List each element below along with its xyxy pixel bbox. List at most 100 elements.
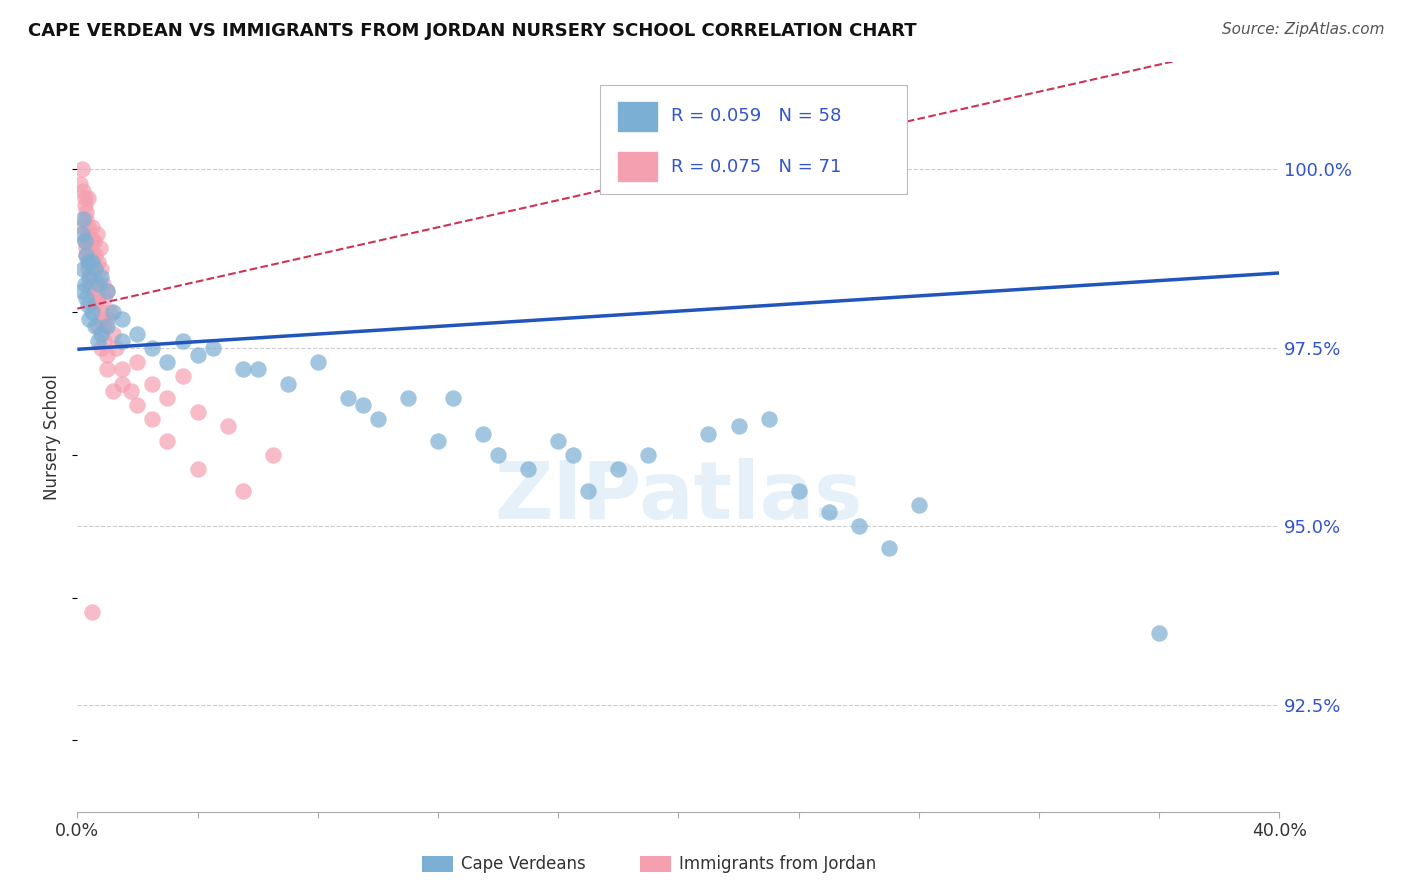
Point <box>86 227 108 241</box>
Point <box>73 277 96 291</box>
Point <box>79 277 101 291</box>
Point <box>232 483 254 498</box>
Point <box>232 362 254 376</box>
Point <box>75 241 97 255</box>
FancyBboxPatch shape <box>619 103 657 130</box>
Point <box>90 305 112 319</box>
Point <box>217 419 239 434</box>
Point <box>307 355 329 369</box>
Point <box>73 234 96 248</box>
Point <box>93 334 115 348</box>
Point <box>336 391 359 405</box>
Point <box>93 319 115 334</box>
Point <box>156 355 179 369</box>
Point <box>82 219 104 234</box>
Text: R = 0.075   N = 71: R = 0.075 N = 71 <box>671 158 842 176</box>
Point <box>82 284 104 298</box>
Point <box>141 412 163 426</box>
Point <box>120 384 142 398</box>
Point <box>96 312 118 326</box>
Point <box>76 255 98 269</box>
Point <box>187 405 209 419</box>
Point <box>73 191 96 205</box>
Point <box>472 426 495 441</box>
Point <box>103 384 125 398</box>
Point <box>79 255 101 269</box>
Point <box>82 277 104 291</box>
Point <box>84 298 107 312</box>
Point <box>80 269 103 284</box>
Point <box>103 326 125 341</box>
Text: ZIPatlas: ZIPatlas <box>495 458 862 536</box>
Point <box>100 305 122 319</box>
Text: Cape Verdeans: Cape Verdeans <box>461 855 586 873</box>
Point <box>908 498 931 512</box>
Point <box>75 291 97 305</box>
Text: R = 0.059   N = 58: R = 0.059 N = 58 <box>671 107 842 126</box>
Point <box>73 234 96 248</box>
Point <box>103 305 125 319</box>
Point <box>201 341 224 355</box>
Point <box>79 269 101 284</box>
Point <box>73 198 96 212</box>
Point <box>111 376 134 391</box>
Point <box>70 162 93 177</box>
Point <box>90 341 112 355</box>
Point <box>87 255 110 269</box>
Point <box>87 277 110 291</box>
Point <box>90 326 112 341</box>
Point <box>877 541 900 555</box>
Point <box>637 448 659 462</box>
Point <box>84 284 107 298</box>
Point <box>396 391 419 405</box>
FancyBboxPatch shape <box>619 153 657 181</box>
Point <box>87 291 110 305</box>
Point <box>486 448 509 462</box>
Point <box>105 341 128 355</box>
Point <box>76 191 98 205</box>
Point <box>127 398 149 412</box>
Point <box>91 277 114 291</box>
Point <box>70 227 93 241</box>
Point <box>427 434 450 448</box>
Point <box>75 205 97 219</box>
Point <box>72 262 94 277</box>
Point <box>90 262 112 277</box>
Point <box>96 348 118 362</box>
Point <box>79 255 101 269</box>
Point <box>187 462 209 476</box>
Point <box>277 376 299 391</box>
Text: CAPE VERDEAN VS IMMIGRANTS FROM JORDAN NURSERY SCHOOL CORRELATION CHART: CAPE VERDEAN VS IMMIGRANTS FROM JORDAN N… <box>28 22 917 40</box>
Point <box>93 291 115 305</box>
Point <box>758 412 780 426</box>
Point <box>69 177 91 191</box>
Point <box>89 241 111 255</box>
Point <box>367 412 389 426</box>
Text: Source: ZipAtlas.com: Source: ZipAtlas.com <box>1222 22 1385 37</box>
Point <box>76 262 98 277</box>
Point <box>72 219 94 234</box>
Point <box>172 334 194 348</box>
Point <box>187 348 209 362</box>
Point <box>87 319 110 334</box>
Point <box>75 212 97 227</box>
Point <box>82 305 104 319</box>
Point <box>76 298 98 312</box>
Point <box>141 341 163 355</box>
Point <box>72 212 94 227</box>
Point <box>576 483 599 498</box>
Point <box>562 448 585 462</box>
Point <box>84 319 107 334</box>
Point <box>172 369 194 384</box>
Point <box>70 284 93 298</box>
Point <box>141 376 163 391</box>
Point <box>727 419 749 434</box>
Point <box>547 434 569 448</box>
Point <box>96 284 118 298</box>
Point <box>90 312 112 326</box>
Point <box>76 219 98 234</box>
Point <box>156 434 179 448</box>
Point <box>156 391 179 405</box>
Point <box>80 248 103 262</box>
Point <box>76 227 98 241</box>
